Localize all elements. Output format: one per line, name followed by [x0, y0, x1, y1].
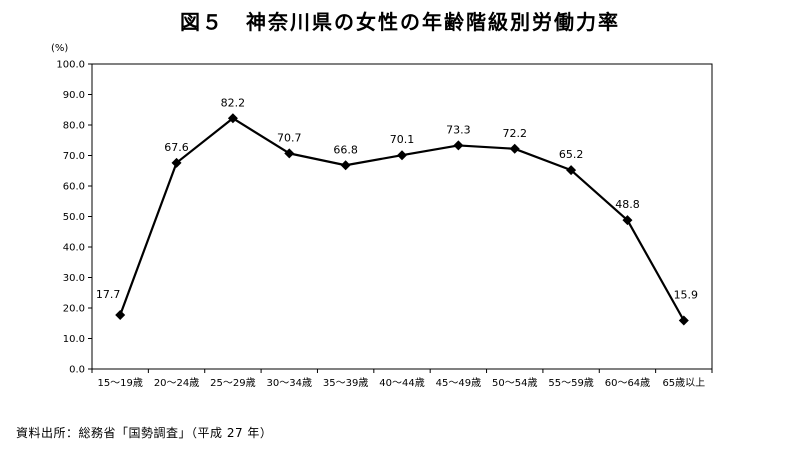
- data-label: 15.9: [674, 289, 699, 302]
- series-line: [119, 117, 685, 322]
- data-point-marker: [453, 140, 464, 151]
- series-line-group: [115, 113, 689, 326]
- data-point-marker: [340, 160, 351, 171]
- data-point-marker: [397, 150, 407, 161]
- y-tick-label: 50.0: [63, 212, 85, 223]
- y-tick-label: 40.0: [63, 243, 85, 254]
- data-point-marker: [115, 310, 126, 321]
- x-tick-label: 35～39歳: [323, 377, 368, 389]
- y-tick-label: 20.0: [63, 304, 85, 315]
- x-tick-label: 20～24歳: [154, 377, 199, 389]
- y-tick-label: 80.0: [63, 121, 85, 132]
- x-tick-label: 25～29歳: [210, 377, 255, 389]
- source-note: 資料出所：総務省「国勢調査」（平成 27 年）: [16, 426, 273, 440]
- data-label: 70.7: [277, 131, 302, 144]
- x-tick-label: 60～64歳: [605, 377, 650, 389]
- y-tick-label: 30.0: [63, 273, 85, 284]
- y-tick-label: 70.0: [63, 151, 85, 162]
- chart-title: 図５ 神奈川県の女性の年齢階級別労働力率: [180, 10, 620, 34]
- data-label: 67.6: [164, 141, 189, 154]
- data-label: 72.2: [502, 127, 527, 140]
- data-label: 73.3: [446, 123, 471, 136]
- data-label: 48.8: [615, 198, 640, 211]
- data-point-marker: [566, 165, 577, 176]
- data-label-group: 17.7 67.6 82.2 70.7 66.8 70.1 73.3 72.2 65.2 48.8…: [96, 96, 698, 301]
- data-label: 82.2: [221, 96, 246, 109]
- x-tick-label: 15～19歳: [97, 377, 142, 389]
- x-tick-label: 30～34歳: [267, 377, 312, 389]
- data-label: 66.8: [333, 143, 358, 156]
- x-tick-label: 45～49歳: [436, 377, 481, 389]
- data-point-marker: [171, 157, 182, 168]
- y-tick-label: 60.0: [63, 182, 85, 193]
- data-point-marker: [509, 143, 520, 154]
- data-point-marker: [622, 215, 633, 226]
- x-tick-label: 50～54歳: [492, 377, 537, 389]
- x-tick-label: 65歳以上: [662, 377, 705, 389]
- y-axis-unit-label: (%): [51, 43, 69, 54]
- line-chart: 0.0 10.0 20.0 30.0 40.0 50.0 60.0 70.0 80.0 90.0 1…: [56, 60, 713, 389]
- x-tick-label: 40～44歳: [379, 377, 424, 389]
- y-tick-label: 90.0: [63, 90, 85, 101]
- data-point-marker: [227, 113, 238, 124]
- data-label: 17.7: [96, 288, 121, 301]
- plot-border: [91, 63, 713, 370]
- y-tick-label: 100.0: [56, 60, 85, 71]
- data-label: 70.1: [390, 133, 415, 146]
- plot-frame: [91, 63, 713, 370]
- data-label: 65.2: [559, 148, 584, 161]
- data-point-marker: [284, 148, 295, 159]
- y-axis: 0.0 10.0 20.0 30.0 40.0 50.0 60.0 70.0 80.0 90.0 1…: [56, 60, 92, 376]
- x-axis: 15～19歳 20～24歳 25～29歳 30～34歳 35～39歳 40～44歳 45～4…: [91, 369, 713, 389]
- data-point-marker: [678, 315, 689, 326]
- y-tick-label: 10.0: [63, 334, 85, 345]
- x-tick-label: 55～59歳: [548, 377, 593, 389]
- y-tick-label: 0.0: [69, 365, 85, 376]
